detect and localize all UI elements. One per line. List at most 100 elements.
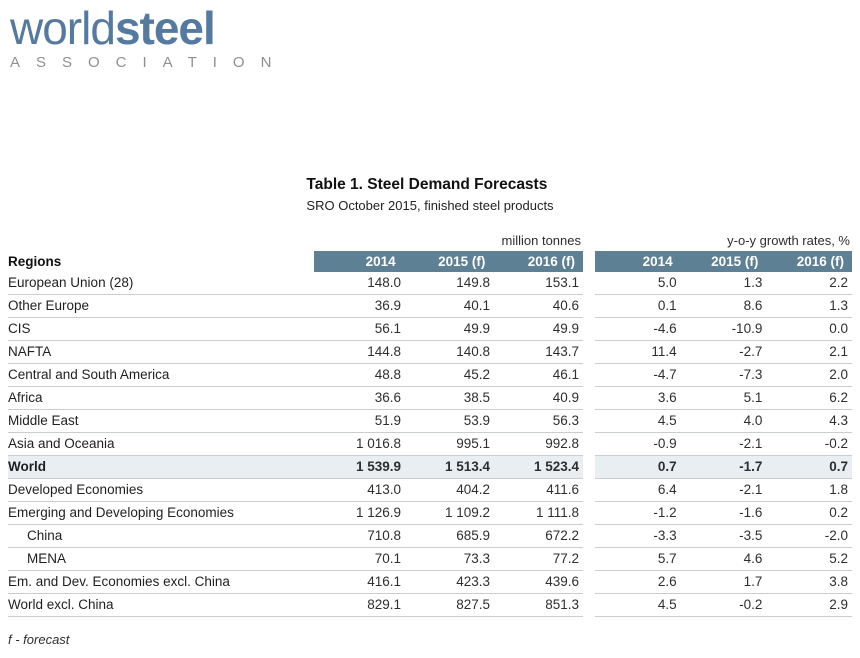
million-tonnes-2014: 144.8 — [367, 344, 401, 359]
table-row: Central and South America 48.8 45.2 46.1… — [8, 364, 852, 387]
million-tonnes-2015f: 404.2 — [456, 482, 490, 497]
million-tonnes-label: million tonnes — [501, 233, 582, 248]
table-row: CIS 56.1 49.9 49.9 -4.6 -10.9 0.0 — [8, 318, 852, 341]
growth-2016f: 1.3 — [829, 298, 849, 313]
growth-2014: 0.1 — [657, 298, 677, 313]
million-tonnes-2015f: 140.8 — [456, 344, 490, 359]
column-group-labels: million tonnes y-o-y growth rates, % — [8, 233, 852, 248]
growth-2016f: 2.1 — [829, 344, 849, 359]
million-tonnes-2014: 70.1 — [374, 551, 401, 566]
table-row: Middle East 51.9 53.9 56.3 4.5 4.0 4.3 — [8, 410, 852, 433]
million-tonnes-2014: 51.9 — [374, 413, 401, 428]
row-left-section: Central and South America 48.8 45.2 46.1 — [8, 364, 583, 387]
row-right-section: -0.9 -2.1 -0.2 — [595, 433, 852, 456]
table-row: European Union (28) 148.0 149.8 153.1 5.… — [8, 272, 852, 295]
million-tonnes-2014: 1 126.9 — [355, 505, 401, 520]
growth-2014: -4.7 — [653, 367, 677, 382]
worldsteel-logo: worldsteel ASSOCIATION — [10, 5, 287, 71]
row-left-section: European Union (28) 148.0 149.8 153.1 — [8, 272, 583, 295]
growth-2014: 5.0 — [657, 275, 677, 290]
growth-2014: -1.2 — [653, 505, 677, 520]
regions-column-header: Regions — [8, 254, 62, 269]
growth-2015f: 1.3 — [743, 275, 763, 290]
region-name: World excl. China — [8, 597, 114, 612]
million-tonnes-2015f: 53.9 — [463, 413, 490, 428]
region-name: Emerging and Developing Economies — [8, 505, 234, 520]
row-left-section: World 1 539.9 1 513.4 1 523.4 — [8, 456, 583, 479]
table-row: Developed Economies 413.0 404.2 411.6 6.… — [8, 479, 852, 502]
year-header-2016f: 2016 (f) — [796, 254, 845, 269]
region-name: Developed Economies — [8, 482, 144, 497]
table-header-row: Regions 2014 2015 (f) 2016 (f) 2014 2015… — [8, 251, 852, 272]
million-tonnes-2016f: 851.3 — [545, 597, 579, 612]
growth-2014: -3.3 — [653, 528, 677, 543]
growth-2016f: 6.2 — [829, 390, 849, 405]
row-left-section: NAFTA 144.8 140.8 143.7 — [8, 341, 583, 364]
row-left-section: MENA 70.1 73.3 77.2 — [8, 548, 583, 571]
row-left-section: Other Europe 36.9 40.1 40.6 — [8, 295, 583, 318]
growth-2014: 6.4 — [657, 482, 677, 497]
row-right-section: 5.0 1.3 2.2 — [595, 272, 852, 295]
growth-2016f: 5.2 — [829, 551, 849, 566]
million-tonnes-2016f: 411.6 — [546, 482, 579, 497]
year-header-2014: 2014 — [365, 254, 396, 269]
table-row: Other Europe 36.9 40.1 40.6 0.1 8.6 1.3 — [8, 295, 852, 318]
row-right-section: 2.6 1.7 3.8 — [595, 571, 852, 594]
million-tonnes-2016f: 1 523.4 — [533, 459, 579, 474]
growth-2015f: -2.7 — [739, 344, 763, 359]
table-row: Em. and Dev. Economies excl. China 416.1… — [8, 571, 852, 594]
million-tonnes-2015f: 45.2 — [463, 367, 490, 382]
year-header-2014: 2014 — [642, 254, 673, 269]
year-header-2016f: 2016 (f) — [527, 254, 576, 269]
table-row: NAFTA 144.8 140.8 143.7 11.4 -2.7 2.1 — [8, 341, 852, 364]
growth-2014: 3.6 — [657, 390, 677, 405]
million-tonnes-2014: 1 016.8 — [355, 436, 401, 451]
row-left-section: Em. and Dev. Economies excl. China 416.1… — [8, 571, 583, 594]
growth-2014: 2.6 — [657, 574, 677, 589]
million-tonnes-2015f: 1 109.2 — [444, 505, 490, 520]
row-right-section: 0.7 -1.7 0.7 — [595, 456, 852, 479]
million-tonnes-2016f: 992.8 — [545, 436, 579, 451]
million-tonnes-2014: 710.8 — [367, 528, 401, 543]
growth-2016f: 2.2 — [829, 275, 849, 290]
table-body: European Union (28) 148.0 149.8 153.1 5.… — [8, 272, 852, 617]
logo-word-world: world — [10, 2, 116, 54]
million-tonnes-2016f: 56.3 — [552, 413, 579, 428]
growth-2014: 4.5 — [657, 597, 677, 612]
million-tonnes-2014: 829.1 — [367, 597, 401, 612]
growth-2016f: -0.2 — [824, 436, 849, 451]
growth-2015f: -3.5 — [739, 528, 763, 543]
region-name: Other Europe — [8, 298, 90, 313]
million-tonnes-2015f: 423.3 — [456, 574, 490, 589]
growth-2014: 11.4 — [651, 344, 677, 359]
million-tonnes-2015f: 49.9 — [463, 321, 490, 336]
region-name: Asia and Oceania — [8, 436, 115, 451]
million-tonnes-2016f: 40.6 — [552, 298, 579, 313]
growth-2014: -0.9 — [653, 436, 677, 451]
million-tonnes-2015f: 40.1 — [463, 298, 490, 313]
million-tonnes-2014: 1 539.9 — [355, 459, 401, 474]
growth-2015f: -2.1 — [739, 436, 763, 451]
million-tonnes-2015f: 38.5 — [463, 390, 490, 405]
growth-2016f: 2.0 — [829, 367, 849, 382]
logo-word-steel: steel — [114, 2, 216, 54]
region-name: Em. and Dev. Economies excl. China — [8, 574, 230, 589]
growth-rates-label: y-o-y growth rates, % — [727, 233, 850, 248]
million-tonnes-2016f: 77.2 — [552, 551, 579, 566]
million-tonnes-2015f: 995.1 — [456, 436, 490, 451]
row-right-section: 3.6 5.1 6.2 — [595, 387, 852, 410]
million-tonnes-2016f: 143.7 — [545, 344, 579, 359]
forecast-footnote: f - forecast — [8, 632, 70, 647]
million-tonnes-2014: 36.6 — [374, 390, 401, 405]
million-tonnes-2015f: 73.3 — [463, 551, 490, 566]
million-tonnes-2015f: 1 513.4 — [444, 459, 490, 474]
growth-2015f: -1.7 — [739, 459, 763, 474]
million-tonnes-2014: 416.1 — [367, 574, 401, 589]
region-name: Central and South America — [8, 367, 170, 382]
region-name: World — [8, 459, 46, 474]
growth-rates-year-headers: 2014 2015 (f) 2016 (f) — [595, 251, 852, 272]
row-left-section: China 710.8 685.9 672.2 — [8, 525, 583, 548]
logo-association-text: ASSOCIATION — [10, 54, 288, 71]
row-left-section: World excl. China 829.1 827.5 851.3 — [8, 594, 583, 617]
growth-2016f: -2.0 — [824, 528, 849, 543]
